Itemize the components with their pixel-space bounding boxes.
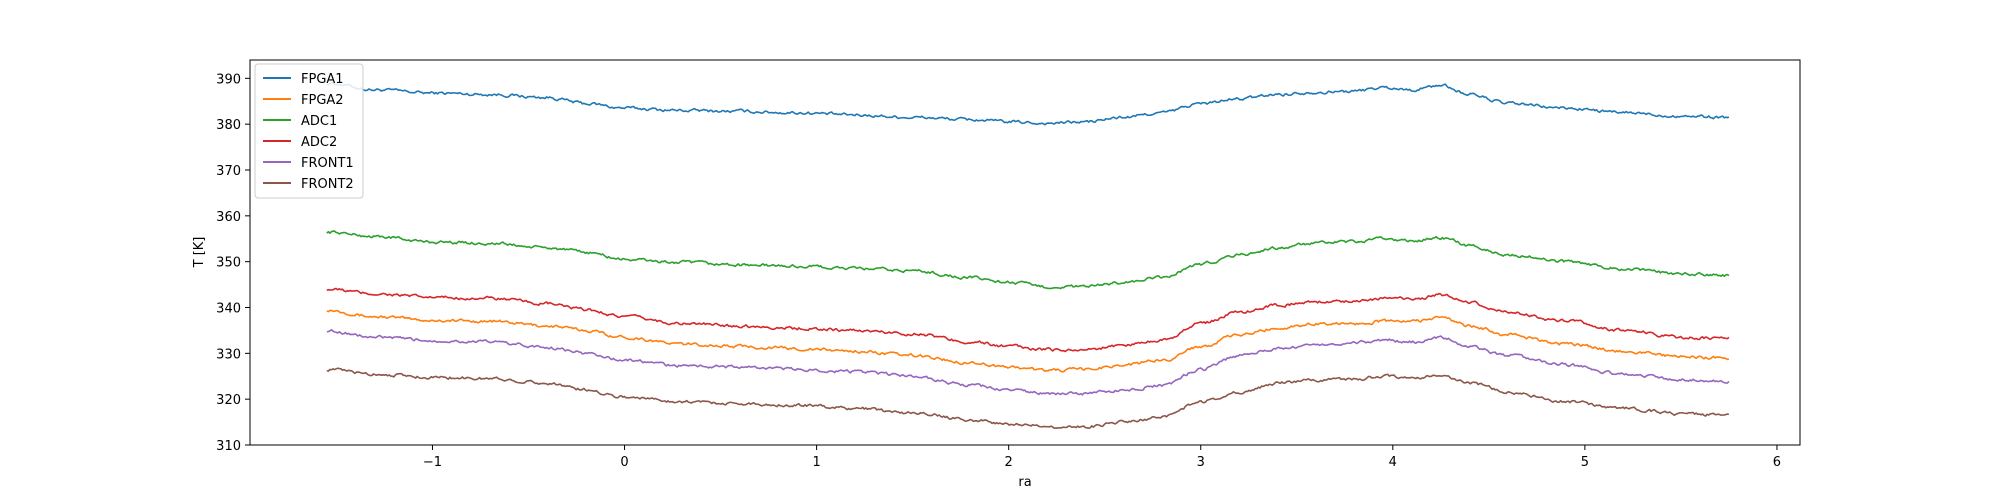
y-tick-label: 390 xyxy=(216,72,241,87)
series-line-fpga2 xyxy=(326,309,1730,373)
y-tick-label: 370 xyxy=(216,164,241,179)
y-tick-label: 330 xyxy=(216,347,241,362)
x-tick-label: 1 xyxy=(812,455,820,470)
series-line-fpga1 xyxy=(326,81,1730,126)
plot-frame xyxy=(249,59,1801,446)
series-line-adc2 xyxy=(326,287,1730,353)
x-tick-label: 2 xyxy=(1005,455,1013,470)
x-axis: −1 0 1 2 3 4 5 6 xyxy=(423,445,1781,470)
legend-entry-front2: FRONT2 xyxy=(301,177,354,192)
x-tick-label: 0 xyxy=(620,455,628,470)
y-tick-label: 340 xyxy=(216,302,241,317)
series-line-front2 xyxy=(326,367,1730,430)
series-layer xyxy=(326,81,1730,430)
x-tick-label: 5 xyxy=(1581,455,1589,470)
x-axis-label: ra xyxy=(1018,475,1031,490)
y-tick-label: 380 xyxy=(216,118,241,133)
y-axis-label: T [K] xyxy=(192,237,207,269)
y-axis: 310 320 330 340 350 360 370 380 390 xyxy=(216,72,250,454)
series-line-adc1 xyxy=(326,230,1730,290)
x-tick-label: 6 xyxy=(1773,455,1781,470)
legend-entry-front1: FRONT1 xyxy=(301,156,354,171)
legend: FPGA1 FPGA2 ADC1 ADC2 FRONT1 FRONT2 xyxy=(254,63,364,199)
x-tick-label: −1 xyxy=(423,455,442,470)
legend-entry-adc1: ADC1 xyxy=(301,114,337,129)
x-tick-label: 3 xyxy=(1197,455,1205,470)
series-line-front1 xyxy=(326,328,1730,396)
legend-box xyxy=(254,63,364,199)
legend-entry-fpga2: FPGA2 xyxy=(301,93,344,108)
y-tick-label: 350 xyxy=(216,256,241,271)
x-tick-label: 4 xyxy=(1389,455,1397,470)
y-tick-label: 360 xyxy=(216,210,241,225)
y-tick-label: 320 xyxy=(216,393,241,408)
plot-area xyxy=(250,60,1800,445)
legend-entry-adc2: ADC2 xyxy=(301,135,337,150)
legend-entry-fpga1: FPGA1 xyxy=(301,72,344,87)
y-tick-label: 310 xyxy=(216,439,241,454)
